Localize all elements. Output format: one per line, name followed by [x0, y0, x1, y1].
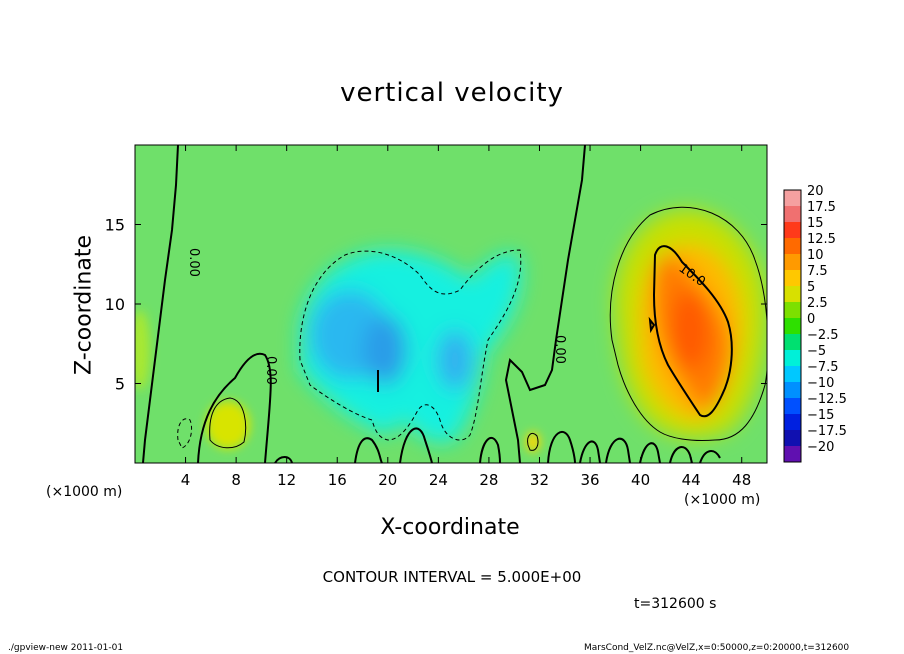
- colorbar-label-3: 12.5: [807, 232, 836, 247]
- contour-label-zero-3: 0.00: [552, 335, 567, 364]
- colorbar-label-11: −7.5: [807, 360, 839, 375]
- colorbar-swatch-1: [784, 206, 801, 223]
- colorbar-swatch-7: [784, 302, 801, 319]
- footer-program: ./gpview-new 2011-01-01: [8, 643, 124, 653]
- colorbar-swatch-9: [784, 334, 801, 351]
- x-tick-label-1: 8: [231, 471, 241, 489]
- time-stamp: t=312600 s: [634, 596, 717, 612]
- downdraft-region: [300, 250, 521, 444]
- x-tick-label-8: 36: [580, 471, 599, 489]
- colorbar: 2017.51512.5107.552.50−2.5−5−7.5−10−12.5…: [783, 184, 847, 463]
- velocity-field: [135, 145, 767, 463]
- contour-interval: CONTOUR INTERVAL = 5.000E+00: [322, 568, 582, 586]
- x-tick-label-6: 28: [479, 471, 498, 489]
- colorbar-label-9: −2.5: [807, 328, 839, 343]
- x-tick-label-7: 32: [530, 471, 549, 489]
- colorbar-label-15: −17.5: [807, 424, 847, 439]
- zero-contour-mid: [504, 145, 586, 463]
- updraft-region: [614, 209, 767, 439]
- colorbar-label-14: −15: [807, 408, 834, 423]
- contour-label-zero-1: 0.00: [186, 248, 201, 277]
- five-contour-left: [209, 397, 247, 449]
- x-tick-label-10: 44: [682, 471, 701, 489]
- five-contour-small: [527, 432, 539, 451]
- x-tick-label-9: 40: [631, 471, 650, 489]
- x-tick-label-3: 16: [328, 471, 347, 489]
- colorbar-label-0: 20: [807, 184, 824, 199]
- five-contour-updraft: [609, 206, 767, 441]
- colorbar-label-12: −10: [807, 376, 834, 391]
- colorbar-swatch-11: [784, 366, 801, 383]
- contour-label-zero-2: 0.00: [263, 356, 278, 385]
- colorbar-swatch-12: [784, 382, 801, 399]
- colorbar-label-2: 15: [807, 216, 824, 231]
- x-axis-label: X-coordinate: [380, 515, 520, 540]
- colorbar-swatch-8: [784, 318, 801, 335]
- colorbar-label-5: 7.5: [807, 264, 828, 279]
- zero-contour-left: [142, 145, 179, 463]
- colorbar-label-16: −20: [807, 440, 834, 455]
- colorbar-frame: [783, 189, 802, 463]
- colorbar-swatch-5: [784, 270, 801, 287]
- colorbar-swatch-6: [784, 286, 801, 303]
- footer-source: MarsCond_VelZ.nc@VelZ,x=0:50000,z=0:2000…: [584, 643, 850, 653]
- colorbar-label-8: 0: [807, 312, 815, 327]
- x-tick-label-11: 48: [732, 471, 751, 489]
- colorbar-swatch-2: [784, 222, 801, 239]
- colorbar-swatch-10: [784, 350, 801, 367]
- y-tick-label-2: 15: [105, 216, 125, 235]
- colorbar-label-1: 17.5: [807, 200, 836, 215]
- colorbar-swatch-4: [784, 254, 801, 271]
- ten-contour-updraft: [652, 245, 733, 418]
- colorbar-label-10: −5: [807, 344, 826, 359]
- colorbar-swatch-13: [784, 398, 801, 415]
- ten-contour-speck: [648, 316, 656, 334]
- x-unit-label-left: (×1000 m): [46, 484, 123, 500]
- x-tick-label-4: 20: [378, 471, 397, 489]
- colorbar-label-4: 10: [807, 248, 824, 263]
- colorbar-label-13: −12.5: [807, 392, 847, 407]
- colorbar-swatch-0: [784, 190, 801, 207]
- zero-contour-loops: [197, 352, 721, 463]
- x-tick-label-0: 4: [181, 471, 191, 489]
- weak-updrafts: [135, 310, 540, 452]
- colorbar-swatch-3: [784, 238, 801, 255]
- y-tick-label-0: 5: [115, 375, 125, 394]
- colorbar-label-6: 5: [807, 280, 815, 295]
- colorbar-swatch-16: [784, 446, 801, 463]
- y-tick-label-1: 10: [105, 295, 125, 314]
- contour-lines: [142, 145, 767, 463]
- x-axis: 4 8 12 16 20 24 28 32 36 40 44 48: [181, 145, 751, 489]
- colorbar-label-7: 2.5: [807, 296, 828, 311]
- x-unit-label-right: (×1000 m): [684, 492, 761, 508]
- x-tick-label-2: 12: [277, 471, 296, 489]
- chart-title: vertical velocity: [340, 78, 564, 108]
- x-tick-label-5: 24: [429, 471, 448, 489]
- colorbar-swatch-14: [784, 414, 801, 431]
- neg-five-contour: [299, 249, 522, 441]
- y-axis-label: Z-coordinate: [71, 235, 97, 375]
- colorbar-swatch-15: [784, 430, 801, 447]
- neg-five-contour-small: [177, 418, 193, 449]
- y-axis: 5 10 15: [105, 216, 767, 394]
